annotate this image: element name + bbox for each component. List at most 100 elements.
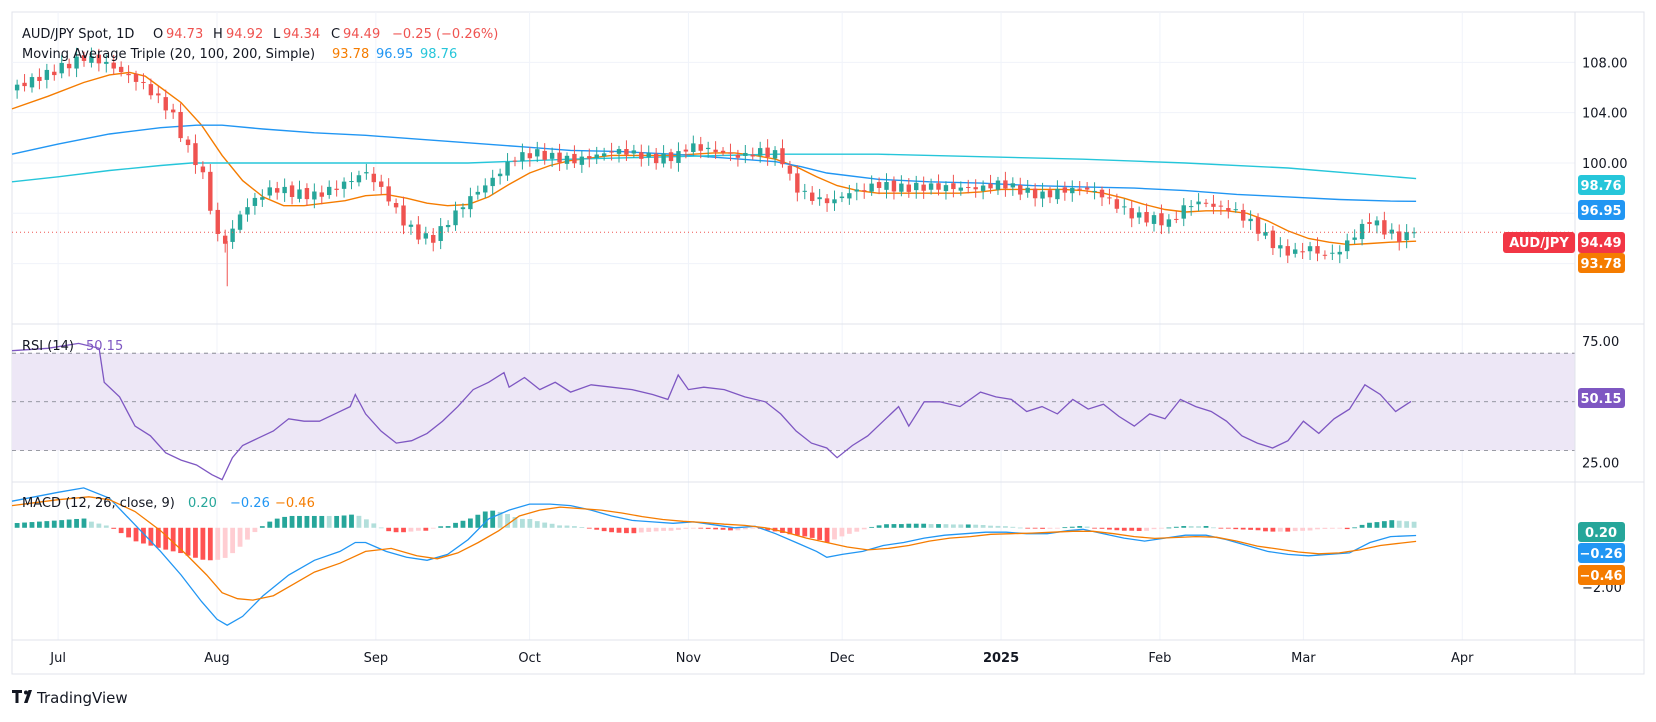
candle[interactable] xyxy=(1278,237,1283,258)
candle[interactable] xyxy=(1010,177,1016,196)
symbol-legend[interactable]: AUD/JPY Spot, 1D O 94.73 H 94.92 L 94.34… xyxy=(22,27,498,42)
candle[interactable] xyxy=(1092,182,1097,200)
candle[interactable] xyxy=(170,103,176,119)
candle[interactable] xyxy=(29,73,35,93)
candle[interactable] xyxy=(869,175,874,196)
candle[interactable] xyxy=(639,144,644,167)
candle[interactable] xyxy=(958,181,964,196)
candle[interactable] xyxy=(980,180,986,200)
candle[interactable] xyxy=(1330,244,1335,261)
candle[interactable] xyxy=(1270,225,1276,255)
candle[interactable] xyxy=(89,47,94,68)
candle[interactable] xyxy=(824,194,830,212)
candle[interactable] xyxy=(876,177,882,195)
candle[interactable] xyxy=(37,68,42,90)
candle[interactable] xyxy=(148,78,154,100)
candle[interactable] xyxy=(832,190,837,211)
candle[interactable] xyxy=(312,183,317,209)
candle[interactable] xyxy=(891,176,897,200)
candle[interactable] xyxy=(1018,177,1023,201)
candle[interactable] xyxy=(423,226,429,245)
candle[interactable] xyxy=(750,147,755,160)
candle[interactable] xyxy=(966,179,971,194)
candle[interactable] xyxy=(1077,181,1082,196)
candle[interactable] xyxy=(185,136,191,153)
candle[interactable] xyxy=(304,183,310,206)
candle[interactable] xyxy=(557,143,562,172)
candle[interactable] xyxy=(795,165,800,202)
candle[interactable] xyxy=(371,167,376,191)
candle[interactable] xyxy=(1040,182,1045,208)
candle[interactable] xyxy=(1374,216,1380,234)
candle[interactable] xyxy=(1285,239,1290,264)
candle[interactable] xyxy=(1062,181,1068,201)
candle[interactable] xyxy=(757,141,763,163)
candle[interactable] xyxy=(973,179,978,198)
candle[interactable] xyxy=(1411,227,1417,238)
candle[interactable] xyxy=(104,54,109,73)
candle[interactable] xyxy=(401,196,406,235)
candle[interactable] xyxy=(921,176,926,199)
candle[interactable] xyxy=(1367,213,1372,233)
candle[interactable] xyxy=(215,202,220,242)
candle[interactable] xyxy=(349,172,354,190)
candle[interactable] xyxy=(549,147,555,168)
candle[interactable] xyxy=(579,150,585,173)
candle[interactable] xyxy=(1263,223,1268,240)
candlestick-layer[interactable] xyxy=(12,47,1575,287)
candle[interactable] xyxy=(274,181,280,200)
candle[interactable] xyxy=(1211,194,1216,215)
candle[interactable] xyxy=(416,216,421,245)
candle[interactable] xyxy=(200,161,206,180)
candle[interactable] xyxy=(1389,223,1394,240)
candle[interactable] xyxy=(1226,200,1231,219)
candle[interactable] xyxy=(847,184,852,205)
candle[interactable] xyxy=(297,180,302,203)
candle[interactable] xyxy=(1136,206,1142,225)
candle[interactable] xyxy=(943,181,949,200)
candle[interactable] xyxy=(1025,179,1030,198)
candle[interactable] xyxy=(802,183,807,200)
candle[interactable] xyxy=(1292,242,1298,258)
candle[interactable] xyxy=(327,180,332,199)
candle[interactable] xyxy=(1055,180,1060,204)
candle[interactable] xyxy=(141,73,146,90)
candle[interactable] xyxy=(260,189,265,207)
candle[interactable] xyxy=(676,142,681,172)
candle[interactable] xyxy=(111,54,116,75)
candle[interactable] xyxy=(1166,214,1172,234)
candle[interactable] xyxy=(1144,203,1149,227)
candle[interactable] xyxy=(193,134,198,174)
candle[interactable] xyxy=(995,176,1001,195)
candle[interactable] xyxy=(1240,203,1246,228)
candle[interactable] xyxy=(564,152,570,170)
candle[interactable] xyxy=(787,160,793,181)
candle[interactable] xyxy=(1032,183,1038,207)
candle[interactable] xyxy=(914,175,919,199)
candle[interactable] xyxy=(542,143,547,165)
candle[interactable] xyxy=(817,188,822,206)
macd-legend[interactable]: MACD (12, 26, close, 9) 0.20 −0.26 −0.46 xyxy=(22,496,315,511)
candle[interactable] xyxy=(341,177,347,198)
candle[interactable] xyxy=(839,192,845,203)
candle[interactable] xyxy=(156,85,161,104)
candle[interactable] xyxy=(1188,200,1194,216)
candle[interactable] xyxy=(497,168,503,185)
candle[interactable] xyxy=(356,170,362,187)
candle[interactable] xyxy=(988,174,993,194)
candle[interactable] xyxy=(1181,198,1186,227)
candle[interactable] xyxy=(438,218,443,250)
candle[interactable] xyxy=(810,186,815,205)
candle[interactable] xyxy=(74,47,79,78)
candle[interactable] xyxy=(1382,211,1387,240)
candle[interactable] xyxy=(951,174,956,198)
candle[interactable] xyxy=(587,148,592,168)
candle[interactable] xyxy=(899,175,904,197)
candle[interactable] xyxy=(1359,219,1365,246)
candle[interactable] xyxy=(906,178,912,198)
candle[interactable] xyxy=(81,51,87,67)
candle[interactable] xyxy=(646,145,651,166)
candle[interactable] xyxy=(1203,199,1209,208)
